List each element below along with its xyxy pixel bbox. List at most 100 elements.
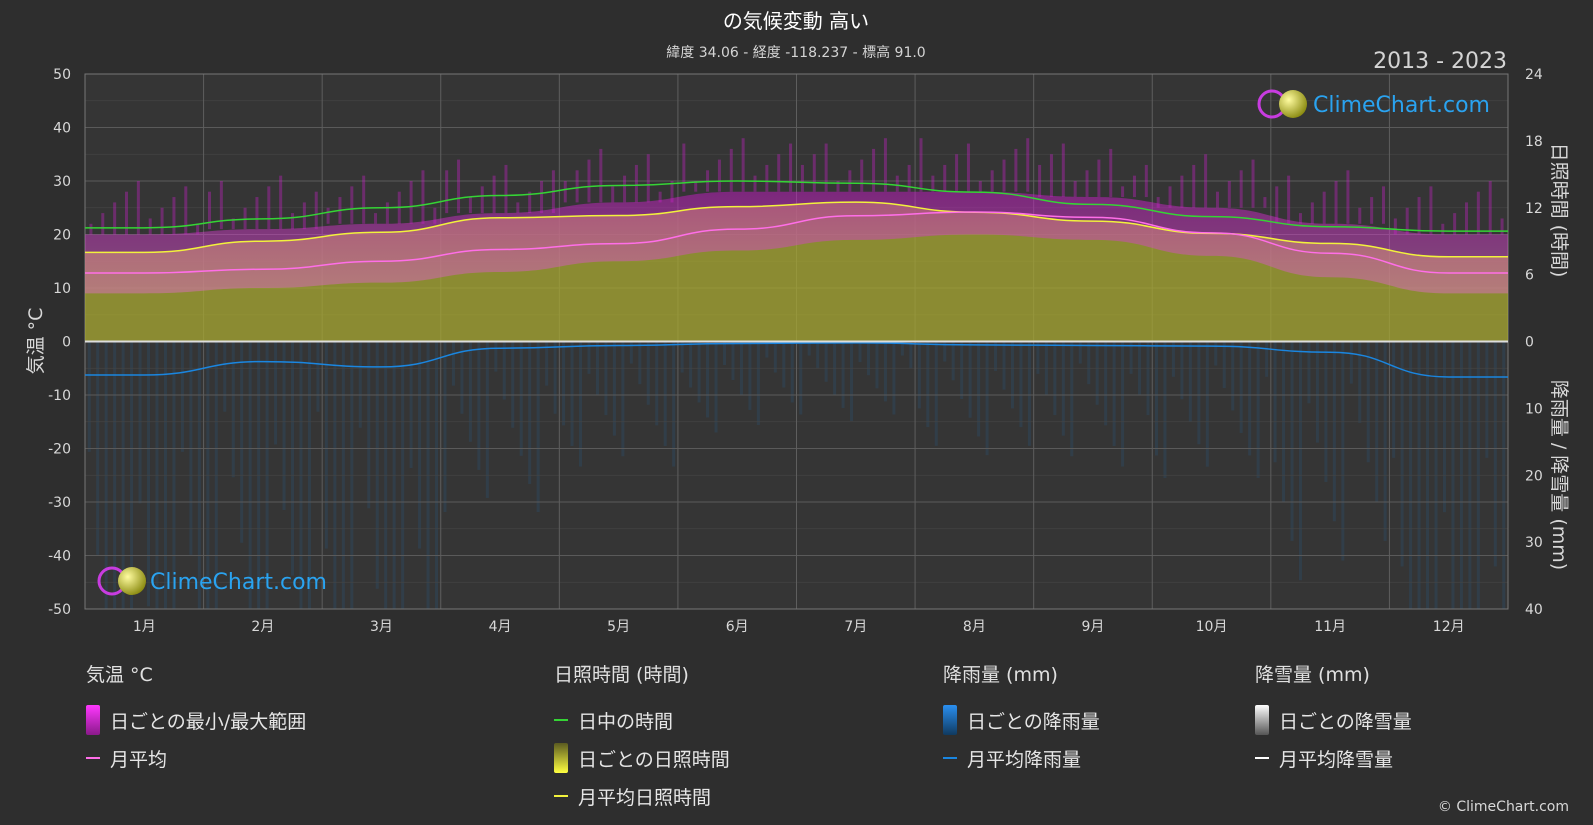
legend-item[interactable]: 月平均降雨量 bbox=[943, 739, 1100, 777]
rain-streak bbox=[1265, 341, 1269, 377]
chart-title: の気候変動 高い bbox=[723, 9, 869, 33]
right-tick-label: 18 bbox=[1525, 134, 1543, 150]
line-swatch-icon bbox=[1255, 757, 1269, 759]
rain-streak bbox=[240, 341, 244, 543]
left-tick-label: -40 bbox=[48, 549, 71, 565]
rain-streak bbox=[765, 341, 769, 358]
year-range: 2013 - 2023 bbox=[1373, 49, 1507, 74]
legend-item[interactable]: 日ごとの降雪量 bbox=[1255, 701, 1412, 739]
line-swatch-icon bbox=[554, 719, 568, 721]
chart-subtitle: 緯度 34.06 - 経度 -118.237 - 標高 91.0 bbox=[666, 44, 925, 61]
rain-streak bbox=[460, 341, 464, 414]
rain-streak bbox=[646, 341, 650, 405]
rain-streak bbox=[409, 341, 413, 469]
rain-streak bbox=[1036, 341, 1040, 374]
rain-streak bbox=[1383, 341, 1387, 541]
rain-streak bbox=[545, 341, 549, 386]
bar-swatch-icon bbox=[1255, 705, 1269, 735]
rain-streak bbox=[1205, 341, 1209, 467]
legend-label: 日ごとの降雪量 bbox=[1279, 710, 1412, 733]
legend-label: 月平均降雪量 bbox=[1279, 748, 1394, 771]
rain-streak bbox=[790, 341, 794, 403]
rain-streak bbox=[934, 341, 938, 446]
logo-bottom[interactable]: ClimeChart.com bbox=[97, 566, 327, 596]
rain-streak bbox=[629, 341, 633, 364]
rain-streak bbox=[977, 341, 981, 437]
legend-item[interactable]: 日中の時間 bbox=[554, 701, 730, 739]
rain-streak bbox=[1273, 341, 1277, 463]
left-tick-label: -30 bbox=[48, 495, 71, 511]
rain-streak bbox=[1112, 341, 1116, 446]
legend-title: 日照時間 (時間) bbox=[554, 664, 689, 686]
legend-label: 月平均 bbox=[110, 748, 168, 771]
rain-streak bbox=[494, 341, 498, 372]
rain-streak bbox=[1442, 341, 1446, 513]
right-axis-label-top: 日照時間 (時間) bbox=[1548, 143, 1570, 278]
right-tick-label: 20 bbox=[1525, 468, 1543, 484]
legend-item[interactable]: 日ごとの降雨量 bbox=[943, 701, 1100, 739]
rain-streak bbox=[655, 341, 659, 426]
rain-streak bbox=[943, 341, 947, 362]
rain-streak bbox=[875, 341, 879, 389]
legend-item[interactable]: 月平均降雪量 bbox=[1255, 739, 1412, 777]
x-tick-label: 1月 bbox=[133, 619, 156, 635]
rain-streak bbox=[274, 341, 278, 445]
rain-streak bbox=[1061, 341, 1065, 436]
legend-item[interactable]: 月平均日照時間 bbox=[554, 777, 730, 815]
rain-streak bbox=[1163, 341, 1167, 478]
left-tick-label: 10 bbox=[53, 281, 71, 297]
legend-sunshine: 日照時間 (時間) 日中の時間 日ごとの日照時間 月平均日照時間 bbox=[554, 660, 730, 815]
left-tick-label: -10 bbox=[48, 388, 71, 404]
legend-item[interactable]: 日ごとの日照時間 bbox=[554, 739, 730, 777]
left-axis-label: 気温 °C bbox=[25, 308, 47, 375]
rain-streak bbox=[689, 341, 693, 388]
rain-streak bbox=[1341, 341, 1345, 561]
rain-streak bbox=[528, 341, 532, 484]
rain-streak bbox=[1121, 341, 1125, 467]
line-swatch-icon bbox=[554, 795, 568, 797]
left-axis-ticks: 50 40 30 20 10 0 -10 -20 -30 -40 -50 bbox=[48, 67, 71, 618]
rain-streak bbox=[612, 341, 616, 436]
x-tick-label: 4月 bbox=[489, 619, 512, 635]
rain-streak bbox=[477, 341, 481, 470]
rain-streak bbox=[180, 341, 184, 452]
legend-item[interactable]: 月平均 bbox=[86, 739, 306, 777]
legend-title: 気温 °C bbox=[86, 664, 153, 686]
rain-streak bbox=[723, 341, 727, 366]
legend-label: 日中の時間 bbox=[578, 710, 674, 733]
rain-streak bbox=[1349, 341, 1353, 384]
legend-item[interactable]: 日ごとの最小/最大範囲 bbox=[86, 701, 306, 739]
right-tick-label: 10 bbox=[1525, 401, 1543, 417]
sunshine-avg-line bbox=[84, 201, 1508, 258]
rain-streak bbox=[866, 341, 870, 376]
rain-streak bbox=[1214, 341, 1218, 366]
rain-streak bbox=[1095, 341, 1099, 405]
temp-range-band bbox=[85, 191, 1508, 294]
legend-rain: 降雨量 (mm) 日ごとの降雨量 月平均降雨量 bbox=[943, 660, 1100, 777]
left-tick-label: 40 bbox=[53, 121, 71, 137]
rain-streak bbox=[604, 341, 608, 416]
rain-streak bbox=[1485, 341, 1489, 458]
logo-text: ClimeChart.com bbox=[150, 570, 327, 595]
x-tick-label: 6月 bbox=[726, 619, 749, 635]
rain-streak bbox=[1019, 341, 1023, 428]
rain-streak bbox=[756, 341, 760, 425]
rain-streak bbox=[714, 341, 718, 433]
rain-streak bbox=[663, 341, 667, 446]
rain-streak bbox=[375, 341, 379, 589]
rain-streak bbox=[1315, 341, 1319, 443]
x-tick-label: 7月 bbox=[844, 619, 867, 635]
rain-streak bbox=[1154, 341, 1158, 456]
left-tick-label: -20 bbox=[48, 442, 71, 458]
rain-streak bbox=[1027, 341, 1031, 446]
rain-streak bbox=[1070, 341, 1074, 457]
logo-top[interactable]: ClimeChart.com bbox=[1257, 89, 1490, 119]
rain-streak bbox=[824, 341, 828, 382]
legend-title: 降雪量 (mm) bbox=[1255, 664, 1370, 686]
legend-temperature: 気温 °C 日ごとの最小/最大範囲 月平均 bbox=[86, 660, 306, 777]
rain-streak bbox=[87, 341, 91, 452]
bar-swatch-icon bbox=[943, 705, 957, 735]
rain-streak bbox=[960, 341, 964, 400]
rain-streak bbox=[1392, 341, 1396, 458]
